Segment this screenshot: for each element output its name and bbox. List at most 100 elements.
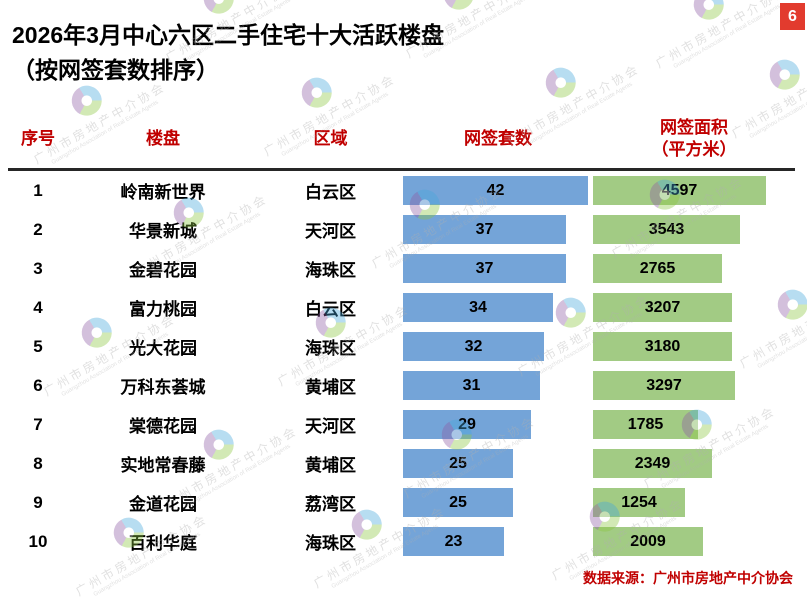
area-value: 2009 xyxy=(630,532,666,550)
area-bar-cell: 3180 xyxy=(593,332,795,361)
area-bar: 3297 xyxy=(593,371,735,400)
district-name: 黄埔区 xyxy=(305,378,356,397)
district-name: 荔湾区 xyxy=(305,495,356,514)
units-bar: 34 xyxy=(403,293,553,322)
header-area-line-2: （平方米） xyxy=(651,140,737,159)
units-bar: 37 xyxy=(403,254,566,283)
units-bar: 23 xyxy=(403,527,504,556)
area-bar-cell: 4597 xyxy=(593,176,795,205)
table-row: 8 实地常春藤 黄埔区 25 2349 xyxy=(8,444,795,483)
property-name: 实地常春藤 xyxy=(120,456,206,475)
area-value: 3180 xyxy=(644,337,681,355)
units-bar: 32 xyxy=(403,332,544,361)
property-name: 金碧花园 xyxy=(129,261,197,280)
page-title: 2026年3月中心六区二手住宅十大活跃楼盘 （按网签套数排序） xyxy=(12,18,444,88)
association-logo-icon xyxy=(438,0,480,16)
row-index: 8 xyxy=(33,453,43,473)
area-value: 3207 xyxy=(644,298,681,316)
area-bar: 2765 xyxy=(593,254,722,283)
area-bar-cell: 1785 xyxy=(593,410,795,439)
area-bar-cell: 3207 xyxy=(593,293,795,322)
table-row: 7 棠德花园 天河区 29 1785 xyxy=(8,405,795,444)
property-name: 万科东荟城 xyxy=(120,378,206,397)
units-bar: 37 xyxy=(403,215,566,244)
units-bar-cell: 37 xyxy=(403,254,593,283)
watermark-subtext: Guangzhou Association of Real Estate Age… xyxy=(672,3,782,70)
units-bar-cell: 32 xyxy=(403,332,593,361)
area-value: 1785 xyxy=(627,415,664,433)
area-bar: 3207 xyxy=(593,293,732,322)
table-body: 1 岭南新世界 白云区 42 4597 2 华景新城 天河区 37 3543 3 金碧花园 海珠区 37 2… xyxy=(8,171,795,561)
units-value: 31 xyxy=(462,376,481,394)
property-name: 百利华庭 xyxy=(129,534,197,553)
area-bar-cell: 3297 xyxy=(593,371,795,400)
units-value: 34 xyxy=(469,298,487,316)
area-value: 3543 xyxy=(648,220,685,238)
units-bar: 25 xyxy=(403,449,513,478)
table-row: 10 百利华庭 海珠区 23 2009 xyxy=(8,522,795,561)
area-bar-cell: 1254 xyxy=(593,488,795,517)
district-name: 白云区 xyxy=(305,300,356,319)
district-name: 黄埔区 xyxy=(305,456,356,475)
association-logo-icon xyxy=(764,54,806,96)
units-bar-cell: 31 xyxy=(403,371,593,400)
area-value: 1254 xyxy=(621,493,657,511)
district-name: 天河区 xyxy=(305,222,356,241)
row-index: 1 xyxy=(33,180,43,200)
table-row: 3 金碧花园 海珠区 37 2765 xyxy=(8,249,795,288)
header-district: 区域 xyxy=(313,129,348,148)
table-row: 6 万科东荟城 黄埔区 31 3297 xyxy=(8,366,795,405)
area-bar: 3180 xyxy=(593,332,732,361)
district-name: 天河区 xyxy=(305,417,356,436)
area-value: 2349 xyxy=(634,454,671,472)
area-bar: 2349 xyxy=(593,449,712,478)
units-value: 25 xyxy=(449,493,467,511)
row-index: 9 xyxy=(33,492,43,512)
units-bar-cell: 37 xyxy=(403,215,593,244)
units-bar-cell: 23 xyxy=(403,527,593,556)
title-line-2: （按网签套数排序） xyxy=(12,57,219,83)
area-value: 4597 xyxy=(661,181,698,199)
units-bar: 29 xyxy=(403,410,531,439)
row-index: 6 xyxy=(33,375,43,395)
table-row: 9 金道花园 荔湾区 25 1254 xyxy=(8,483,795,522)
area-value: 2765 xyxy=(639,259,676,277)
area-bar-cell: 2009 xyxy=(593,527,795,556)
table-row: 1 岭南新世界 白云区 42 4597 xyxy=(8,171,795,210)
property-name: 金道花园 xyxy=(129,495,197,514)
district-name: 海珠区 xyxy=(305,261,356,280)
units-bar-cell: 25 xyxy=(403,449,593,478)
area-bar: 2009 xyxy=(593,527,703,556)
area-bar-cell: 2349 xyxy=(593,449,795,478)
district-name: 海珠区 xyxy=(305,339,356,358)
row-index: 4 xyxy=(33,297,43,317)
property-name: 光大花园 xyxy=(129,339,197,358)
units-bar: 25 xyxy=(403,488,513,517)
units-bar-cell: 42 xyxy=(403,176,593,205)
association-logo-icon xyxy=(198,0,240,20)
row-index: 5 xyxy=(33,336,43,356)
association-logo-icon xyxy=(688,0,730,26)
units-bar: 31 xyxy=(403,371,540,400)
page-number-badge: 6 xyxy=(780,3,805,30)
title-line-1: 2026年3月中心六区二手住宅十大活跃楼盘 xyxy=(12,22,444,48)
property-name: 岭南新世界 xyxy=(120,183,206,202)
area-bar: 4597 xyxy=(593,176,766,205)
units-value: 32 xyxy=(464,337,483,355)
row-index: 10 xyxy=(28,531,48,551)
table-row: 5 光大花园 海珠区 32 3180 xyxy=(8,327,795,366)
units-value: 42 xyxy=(486,181,505,199)
district-name: 海珠区 xyxy=(305,534,356,553)
district-name: 白云区 xyxy=(305,183,356,202)
area-bar-cell: 2765 xyxy=(593,254,795,283)
units-bar-cell: 25 xyxy=(403,488,593,517)
header-property: 楼盘 xyxy=(146,129,180,148)
units-value: 29 xyxy=(458,415,476,433)
units-bar-cell: 34 xyxy=(403,293,593,322)
association-logo-icon xyxy=(540,62,582,104)
row-index: 2 xyxy=(33,219,43,239)
units-bar-cell: 29 xyxy=(403,410,593,439)
property-table: 序号 楼盘 区域 网签套数 网签面积 （平方米） 1 岭南新世界 白云区 42 4597… xyxy=(8,116,795,561)
property-name: 富力桃园 xyxy=(129,300,197,319)
